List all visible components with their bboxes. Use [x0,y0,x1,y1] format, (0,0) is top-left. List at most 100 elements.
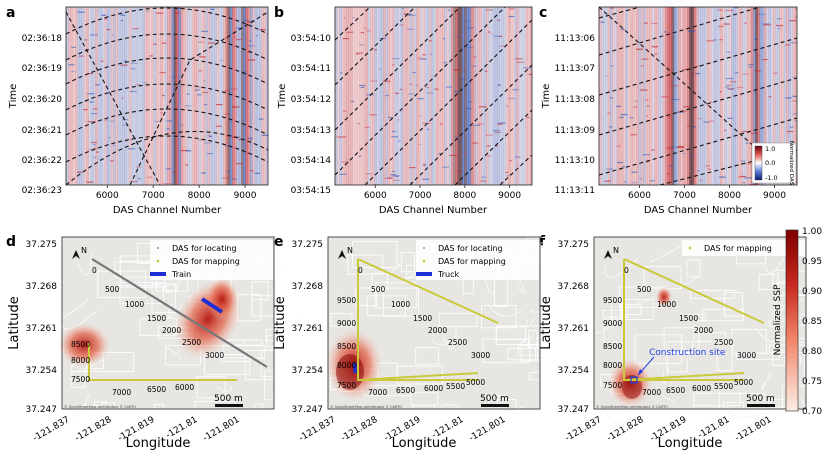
das-speck [95,84,101,86]
map-street [628,298,655,307]
das-stripe [483,7,487,185]
channel-label: 3000 [205,351,224,360]
das-speck [408,93,415,95]
das-speck [645,115,648,117]
das-speck [741,130,750,133]
das-speck [341,161,350,163]
das-stripe [512,7,515,185]
das-speck [243,20,250,22]
das-speck [688,30,696,32]
das-speck [360,32,365,34]
legend-swatch-mapping [688,246,692,250]
compass-label: N [347,246,353,255]
das-stripe [263,7,267,185]
das-speck [654,53,658,55]
ssp-colorbar-tick: 0.70 [802,407,822,417]
das-speck [641,58,649,60]
das-speck [92,108,98,110]
das-speck [103,119,109,121]
das-speck [785,44,791,46]
das-speck [249,139,253,141]
das-speck [745,142,749,144]
das-speck [750,132,758,135]
das-speck [430,53,433,55]
das-stripe [525,7,529,185]
das-speck [225,170,230,173]
das-speck [235,136,239,138]
das-stripe [665,7,668,185]
das-stripe [634,7,637,185]
das-speck [90,34,99,36]
das-colorbar-tick: 0.0 [765,159,775,167]
das-stripe [124,7,127,185]
scale-bar [481,404,509,407]
map-street [244,350,286,381]
legend-label: DAS for mapping [438,257,506,266]
das-stripe [339,7,342,185]
channel-label: 6000 [175,383,194,392]
das-stripe [259,7,262,185]
das-speck [342,37,349,40]
das-stripe [459,7,463,185]
das-speck [77,11,85,13]
das-stripe [101,7,105,185]
das-stripe [394,7,397,185]
event-curve [66,130,268,185]
channel-label: 500 [637,285,652,294]
das-stripe [370,7,373,185]
das-speck [777,27,781,30]
das-stripe [654,7,657,185]
map-street [347,254,384,275]
das-speck [220,59,224,61]
das-speck [166,168,171,170]
das-stripe [372,7,375,185]
das-speck [425,86,430,89]
das-speck [471,65,477,67]
map-street [410,392,439,406]
map-street [702,309,744,322]
das-stripe [407,7,410,185]
das-stripe [365,7,369,185]
das-speck [338,136,347,138]
das-speck [122,119,129,121]
channel-label: 2500 [714,338,733,347]
das-stripe [115,7,119,185]
das-stripe [786,7,789,185]
lon-tick-label: -121.828 [73,415,113,444]
das-stripe [131,7,134,185]
map-street [731,329,767,354]
das-speck [223,37,230,39]
map-street [537,337,553,360]
das-stripe [529,7,532,185]
das-stripe [775,7,778,185]
map-street [481,305,517,329]
das-stripe [223,7,226,185]
das-speck [623,181,627,183]
das-speck [620,28,625,30]
y-axis-label-a: Time [8,84,19,109]
das-speck [792,113,797,115]
lat-tick-label: 37.247 [558,405,590,415]
das-speck [718,25,724,28]
das-speck [152,43,158,45]
das-stripe [715,7,719,185]
das-speck [443,61,447,64]
das-stripe [95,7,98,185]
channel-label: 1500 [679,314,698,323]
das-speck [754,38,757,41]
das-stripe [376,7,380,185]
legend-swatch-mapping [422,259,426,263]
das-speck [232,106,240,108]
das-speck [676,111,684,113]
das-speck [199,56,206,58]
map-street [604,257,639,279]
das-speck [723,23,730,25]
das-speck [620,113,628,116]
das-speck [689,154,692,157]
das-stripe [764,7,767,185]
das-stripe [426,7,430,185]
map-street [484,280,495,296]
das-speck [748,66,753,68]
das-mapping-line [88,343,237,381]
das-speck [210,8,215,10]
